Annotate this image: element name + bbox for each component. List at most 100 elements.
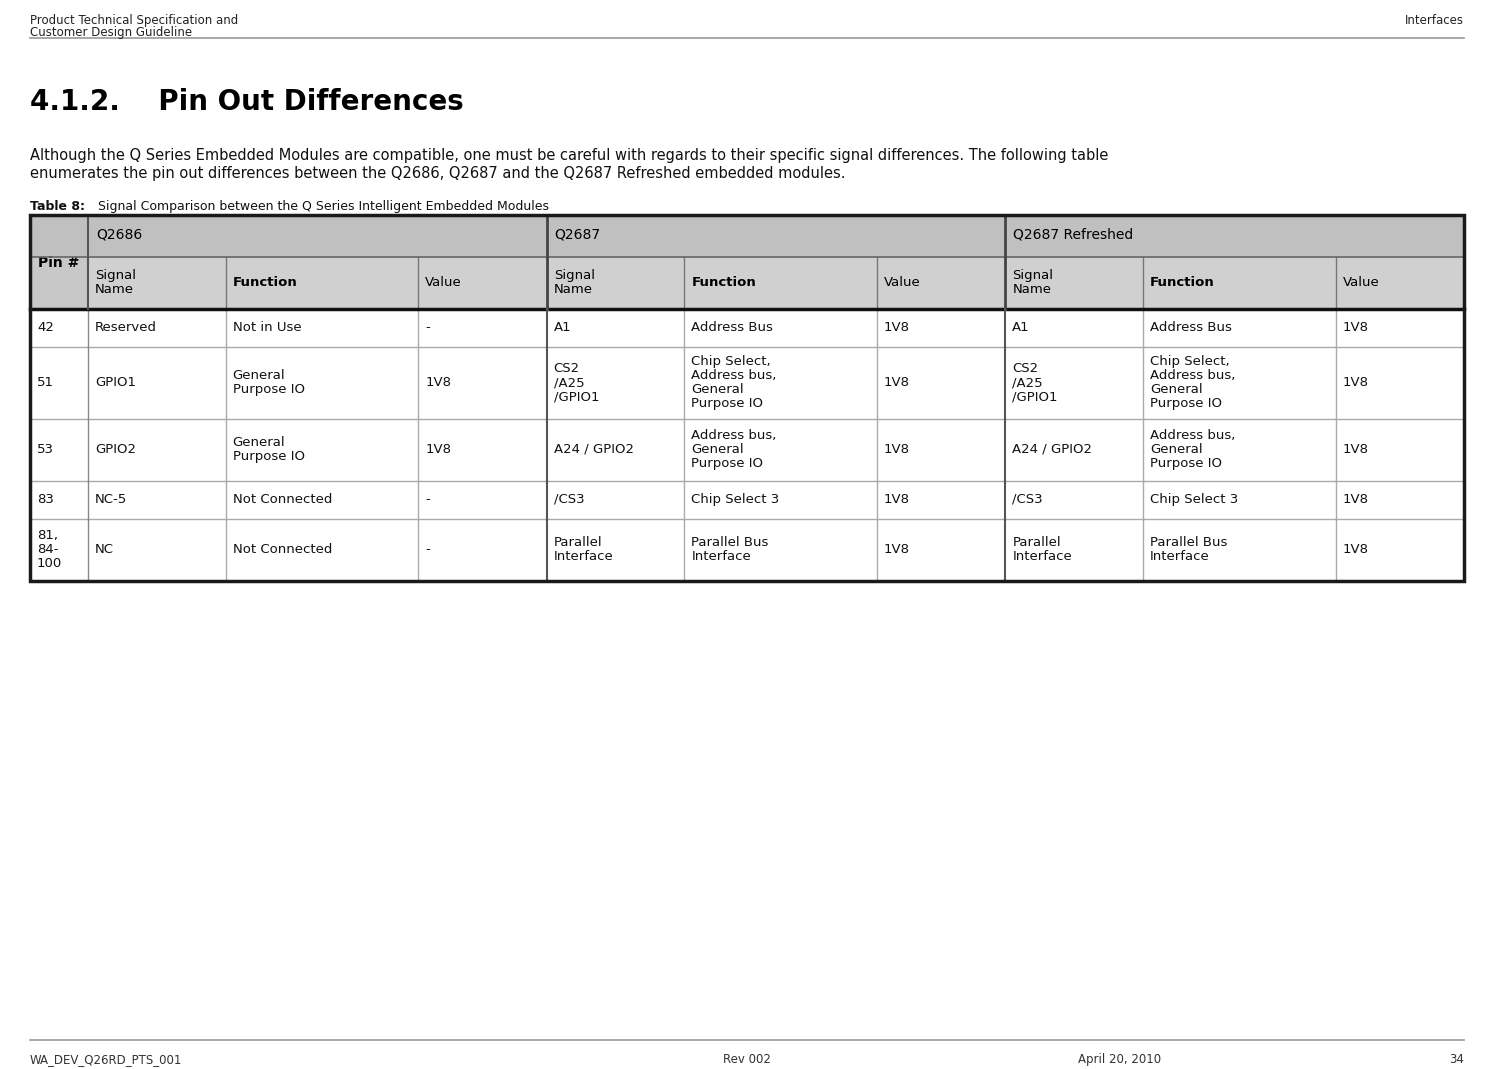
Text: Value: Value — [1343, 276, 1379, 289]
Text: Purpose IO: Purpose IO — [233, 383, 305, 396]
Text: Interface: Interface — [554, 549, 614, 563]
Text: 34: 34 — [1449, 1053, 1464, 1066]
Text: Rev 002: Rev 002 — [723, 1053, 771, 1066]
Text: Name: Name — [554, 283, 593, 296]
Text: -: - — [426, 493, 430, 506]
Text: 81,: 81, — [37, 529, 58, 542]
Text: Chip Select,: Chip Select, — [1150, 355, 1230, 368]
Bar — [30, 419, 1464, 481]
Text: Q2686: Q2686 — [96, 228, 142, 242]
Text: Purpose IO: Purpose IO — [1150, 458, 1222, 470]
Text: /A25: /A25 — [554, 376, 584, 389]
Text: Name: Name — [96, 283, 134, 296]
Text: -: - — [426, 543, 430, 556]
Text: 83: 83 — [37, 493, 54, 506]
Text: Signal: Signal — [554, 269, 595, 282]
Text: 1V8: 1V8 — [884, 543, 910, 556]
Text: Address bus,: Address bus, — [1150, 429, 1236, 441]
Text: Address Bus: Address Bus — [1150, 321, 1233, 334]
Text: 1V8: 1V8 — [1343, 443, 1369, 456]
Text: 1V8: 1V8 — [884, 321, 910, 334]
Text: NC-5: NC-5 — [96, 493, 127, 506]
Text: Purpose IO: Purpose IO — [692, 458, 763, 470]
Bar — [30, 215, 1464, 257]
Text: A24 / GPIO2: A24 / GPIO2 — [1013, 443, 1092, 456]
Text: Parallel: Parallel — [554, 536, 602, 549]
Text: Parallel: Parallel — [1013, 536, 1061, 549]
Text: Address bus,: Address bus, — [692, 429, 777, 441]
Text: General: General — [692, 443, 744, 456]
Text: Chip Select 3: Chip Select 3 — [1150, 493, 1239, 506]
Text: Function: Function — [692, 276, 756, 289]
Text: 42: 42 — [37, 321, 54, 334]
Text: Interface: Interface — [692, 549, 751, 563]
Bar — [30, 215, 1464, 580]
Text: Not in Use: Not in Use — [233, 321, 302, 334]
Text: Chip Select,: Chip Select, — [692, 355, 771, 368]
Text: Interfaces: Interfaces — [1404, 14, 1464, 27]
Bar — [30, 347, 1464, 419]
Text: Name: Name — [1013, 283, 1052, 296]
Text: General: General — [233, 436, 285, 449]
Text: Purpose IO: Purpose IO — [692, 397, 763, 410]
Text: /CS3: /CS3 — [554, 493, 584, 506]
Text: A1: A1 — [1013, 321, 1029, 334]
Text: General: General — [692, 383, 744, 396]
Text: 53: 53 — [37, 443, 54, 456]
Bar — [30, 481, 1464, 520]
Text: General: General — [1150, 383, 1203, 396]
Text: Reserved: Reserved — [96, 321, 157, 334]
Text: 1V8: 1V8 — [884, 376, 910, 389]
Text: NC: NC — [96, 543, 114, 556]
Text: /GPIO1: /GPIO1 — [1013, 390, 1058, 403]
Text: Address bus,: Address bus, — [692, 369, 777, 382]
Text: Interface: Interface — [1150, 549, 1210, 563]
Text: Parallel Bus: Parallel Bus — [692, 536, 768, 549]
Text: Chip Select 3: Chip Select 3 — [692, 493, 780, 506]
Text: Purpose IO: Purpose IO — [1150, 397, 1222, 410]
Text: Value: Value — [426, 276, 462, 289]
Bar — [30, 215, 1464, 580]
Text: 1V8: 1V8 — [884, 493, 910, 506]
Text: 51: 51 — [37, 376, 54, 389]
Text: Q2687: Q2687 — [554, 228, 601, 242]
Text: Although the Q Series Embedded Modules are compatible, one must be careful with : Although the Q Series Embedded Modules a… — [30, 148, 1109, 162]
Text: 84-: 84- — [37, 543, 58, 556]
Text: 100: 100 — [37, 557, 63, 570]
Text: CS2: CS2 — [1013, 362, 1038, 375]
Text: Signal: Signal — [1013, 269, 1053, 282]
Text: WA_DEV_Q26RD_PTS_001: WA_DEV_Q26RD_PTS_001 — [30, 1053, 182, 1066]
Text: -: - — [426, 321, 430, 334]
Text: Pin #: Pin # — [39, 255, 79, 270]
Text: Table 8:: Table 8: — [30, 200, 85, 213]
Text: Parallel Bus: Parallel Bus — [1150, 536, 1227, 549]
Text: 1V8: 1V8 — [1343, 321, 1369, 334]
Text: A1: A1 — [554, 321, 571, 334]
Bar — [547, 215, 1005, 257]
Text: Not Connected: Not Connected — [233, 543, 332, 556]
Text: Purpose IO: Purpose IO — [233, 450, 305, 463]
Bar — [88, 257, 1464, 309]
Text: Address bus,: Address bus, — [1150, 369, 1236, 382]
Text: 1V8: 1V8 — [426, 376, 451, 389]
Text: Interface: Interface — [1013, 549, 1073, 563]
Bar — [30, 215, 88, 309]
Text: Q2687 Refreshed: Q2687 Refreshed — [1013, 228, 1134, 242]
Text: 1V8: 1V8 — [1343, 493, 1369, 506]
Text: Function: Function — [233, 276, 297, 289]
Text: 1V8: 1V8 — [426, 443, 451, 456]
Text: Address Bus: Address Bus — [692, 321, 772, 334]
Text: Not Connected: Not Connected — [233, 493, 332, 506]
Bar — [30, 520, 1464, 580]
Text: General: General — [1150, 443, 1203, 456]
Text: Customer Design Guideline: Customer Design Guideline — [30, 26, 193, 38]
Text: GPIO1: GPIO1 — [96, 376, 136, 389]
Text: /CS3: /CS3 — [1013, 493, 1043, 506]
Text: A24 / GPIO2: A24 / GPIO2 — [554, 443, 633, 456]
Text: Signal: Signal — [96, 269, 136, 282]
Text: /A25: /A25 — [1013, 376, 1043, 389]
Text: April 20, 2010: April 20, 2010 — [1079, 1053, 1161, 1066]
Text: General: General — [233, 369, 285, 382]
Text: Signal Comparison between the Q Series Intelligent Embedded Modules: Signal Comparison between the Q Series I… — [82, 200, 548, 213]
Text: /GPIO1: /GPIO1 — [554, 390, 599, 403]
